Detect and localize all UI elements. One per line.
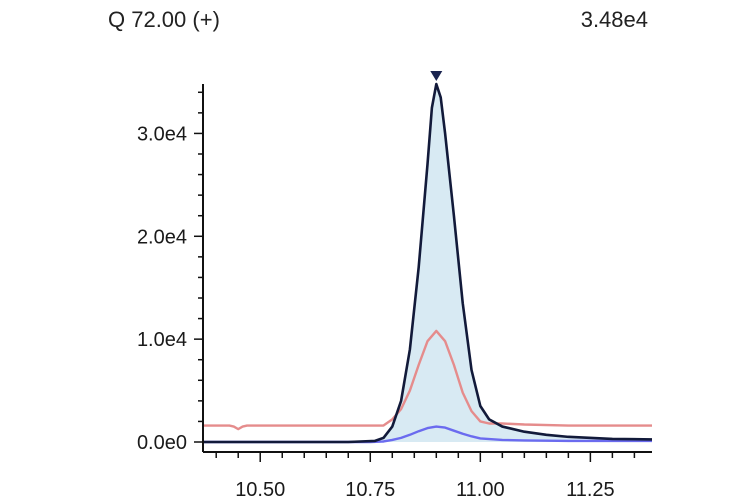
y-tick-label: 2.0e4 <box>137 226 187 248</box>
max-intensity-label: 3.48e4 <box>581 7 648 32</box>
qualifier-trace-1-line <box>203 329 652 431</box>
y-tick-label: 0.0e0 <box>137 432 187 454</box>
y-tick-label: 1.0e4 <box>137 329 187 351</box>
peak-marker <box>430 71 443 82</box>
qualifier-trace-2-line <box>203 425 652 444</box>
x-axis-ticks: 10.50 10.75 11.00 11.25 <box>215 452 636 501</box>
ion-label: Q 72.00 (+) <box>108 7 220 32</box>
x-tick-label: 10.75 <box>345 479 395 501</box>
y-axis-ticks: 0.0e0 1.0e4 2.0e4 3.0e4 <box>137 91 203 454</box>
main-trace-fill <box>203 84 652 442</box>
x-tick-label: 10.50 <box>235 479 285 501</box>
y-tick-label: 3.0e4 <box>137 123 187 145</box>
x-tick-label: 11.25 <box>566 479 615 501</box>
main-trace-line <box>203 82 653 444</box>
plot-area <box>203 71 653 444</box>
x-tick-label: 11.00 <box>456 479 505 501</box>
